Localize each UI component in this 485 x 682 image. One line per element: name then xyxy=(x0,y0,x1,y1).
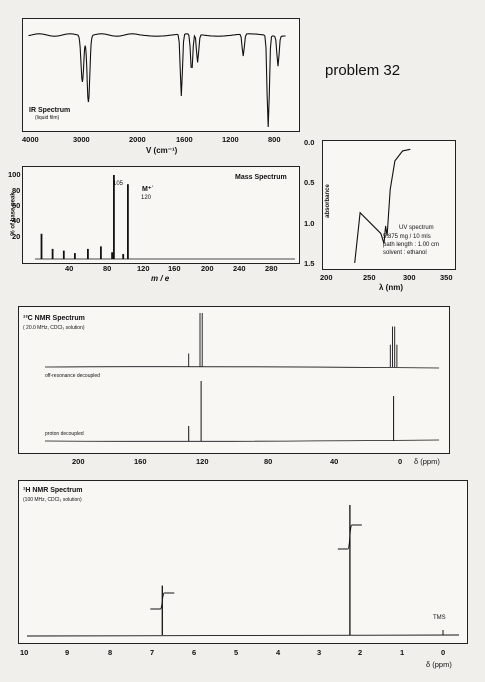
ms-title: Mass Spectrum xyxy=(235,174,287,181)
c13-xtick-120: 120 xyxy=(196,457,209,466)
ir-tick-1200: 1200 xyxy=(222,135,239,144)
c13-xtick-80: 80 xyxy=(264,457,273,466)
ms-peak-77 xyxy=(87,248,89,259)
c13-offres-label: off-resonance decoupled xyxy=(45,373,100,379)
h1-baseline xyxy=(26,634,460,637)
c13-decoupled-label: proton decoupled xyxy=(45,431,84,437)
c13-xtick-0: 0 xyxy=(398,457,403,466)
ms-peak-115 xyxy=(122,254,125,259)
ms-xtick-40: 40 xyxy=(65,264,74,273)
ms-xtick-120: 120 xyxy=(137,264,150,273)
ms-ytick-60: 60 xyxy=(12,201,21,210)
ir-tick-800: 800 xyxy=(268,135,281,144)
c13-panel: ¹³C NMR Spectrum ( 20.0 MHz, CDCl₃ solut… xyxy=(18,306,450,454)
h1-integral-6.78 xyxy=(150,592,175,610)
h1-xtick-5: 5 xyxy=(234,648,239,657)
ms-mplus-label: M⁺˙ xyxy=(142,186,154,193)
uv-plot xyxy=(354,148,411,264)
c13-title: ¹³C NMR Spectrum xyxy=(23,315,85,322)
ir-tick-2000: 2000 xyxy=(129,135,146,144)
ms-xtick-80: 80 xyxy=(103,264,112,273)
h1-tms-label: TMS xyxy=(433,615,446,621)
ms-ytick-100: 100 xyxy=(8,170,21,179)
ms-xlabel: m / e xyxy=(151,274,170,283)
h1-xtick-8: 8 xyxy=(108,648,113,657)
ms-panel: Mass Spectrum 105 M⁺˙ 120 xyxy=(22,166,300,264)
c13-offres-baseline xyxy=(44,366,440,369)
ms-peak-63 xyxy=(74,253,76,259)
ms-peak-51 xyxy=(62,250,65,259)
uv-ylabel: absorbance xyxy=(324,184,331,218)
uv-ytick-0: 0.0 xyxy=(304,138,315,147)
h1-panel: ¹H NMR Spectrum (100 MHz, CDCl₃ solution… xyxy=(18,480,468,644)
ms-peak-120 xyxy=(127,184,129,259)
ir-xlabel: V (cm⁻¹) xyxy=(146,146,178,155)
c13-xtick-40: 40 xyxy=(330,457,339,466)
c13-decoupled-baseline xyxy=(44,439,440,442)
uv-xlabel: λ (nm) xyxy=(379,283,403,292)
h1-xtick-6: 6 xyxy=(192,648,197,657)
ms-xtick-200: 200 xyxy=(201,264,214,273)
ms-ytick-20: 20 xyxy=(12,232,21,241)
uv-ytick-15: 1.5 xyxy=(304,259,315,268)
h1-xtick-4: 4 xyxy=(276,648,281,657)
ir-tick-3000: 3000 xyxy=(73,135,90,144)
uv-xtick-250: 250 xyxy=(363,273,376,282)
h1-xtick-1: 1 xyxy=(400,648,405,657)
ms-xtick-280: 280 xyxy=(265,264,278,273)
uv-panel: absorbance UV spectrum 5.875 mg / 10 mls… xyxy=(322,140,456,270)
h1-xtick-2: 2 xyxy=(358,648,363,657)
ir-spectrum-plot xyxy=(28,33,286,128)
ir-panel: IR Spectrum (liquid film) xyxy=(22,18,300,132)
uv-note-line-2: path length : 1.00 cm xyxy=(383,242,440,248)
ir-subtitle: (liquid film) xyxy=(35,115,60,121)
ir-transmittance-line xyxy=(28,33,286,128)
ms-ytick-80: 80 xyxy=(12,186,21,195)
h1-xlabel: δ (ppm) xyxy=(426,660,452,669)
h1-title: ¹H NMR Spectrum xyxy=(23,487,83,494)
ms-xtick-240: 240 xyxy=(233,264,246,273)
h1-xtick-0: 0 xyxy=(441,648,446,657)
ms-peak-91 xyxy=(100,246,102,259)
uv-xtick-200: 200 xyxy=(320,273,333,282)
ms-peak-103 xyxy=(111,252,113,259)
c13-xtick-200: 200 xyxy=(72,457,85,466)
problem-label: problem 32 xyxy=(325,62,401,79)
ms-mplus-value: 120 xyxy=(141,195,152,201)
uv-xtick-300: 300 xyxy=(403,273,416,282)
c13-xlabel: δ (ppm) xyxy=(414,457,440,466)
uv-absorbance-line xyxy=(354,148,411,264)
ir-tick-4000: 4000 xyxy=(22,135,39,144)
ms-plot xyxy=(35,175,295,260)
uv-ytick-10: 1.0 xyxy=(304,219,315,228)
h1-xtick-7: 7 xyxy=(150,648,155,657)
h1-subtitle: (100 MHz, CDCl₃ solution) xyxy=(23,497,82,503)
ms-base-peak-label: 105 xyxy=(113,181,124,187)
h1-xtick-10: 10 xyxy=(20,648,29,657)
ms-xtick-160: 160 xyxy=(168,264,181,273)
ms-ylabel: % of base peak xyxy=(10,192,17,236)
h1-plot xyxy=(26,505,460,637)
ms-ytick-40: 40 xyxy=(12,216,21,225)
ir-tick-1600: 1600 xyxy=(176,135,193,144)
h1-xtick-3: 3 xyxy=(317,648,322,657)
uv-note-line-3: solvent : ethanol xyxy=(383,250,427,256)
c13-plot xyxy=(44,313,440,442)
c13-xtick-160: 160 xyxy=(134,457,147,466)
h1-integral-2.25 xyxy=(337,524,362,550)
uv-note-line-1: 5.875 mg / 10 mls xyxy=(383,234,431,240)
h1-xtick-9: 9 xyxy=(65,648,70,657)
ms-peak-27 xyxy=(40,233,43,259)
uv-xtick-350: 350 xyxy=(440,273,453,282)
c13-subtitle: ( 20.0 MHz, CDCl₃ solution) xyxy=(23,325,85,331)
ir-title: IR Spectrum xyxy=(29,107,71,114)
ms-peak-39 xyxy=(51,248,54,259)
uv-ytick-05: 0.5 xyxy=(304,178,315,187)
ms-peak-105 xyxy=(113,175,115,259)
uv-note-title: UV spectrum xyxy=(399,225,434,231)
